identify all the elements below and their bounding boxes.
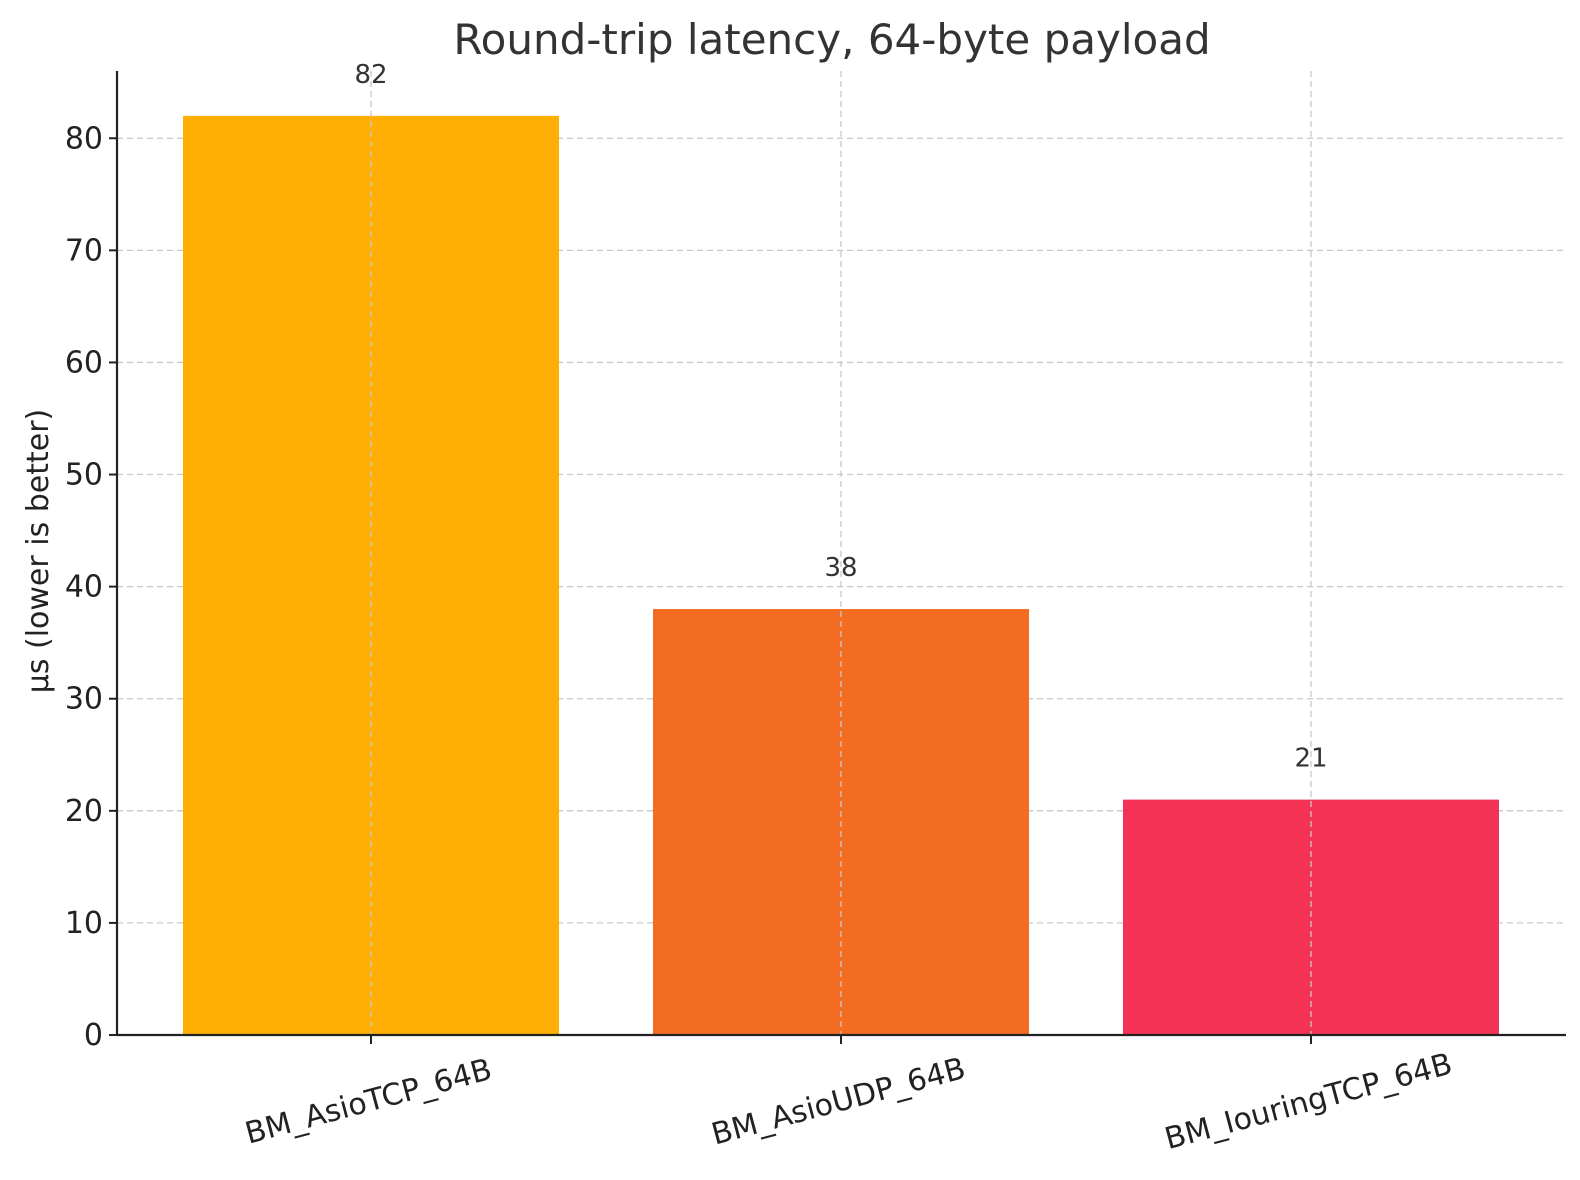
y-tick-label: 30 bbox=[65, 682, 103, 717]
y-axis-label: µs (lower is better) bbox=[21, 409, 56, 694]
y-tick-label: 60 bbox=[65, 345, 103, 380]
y-tick-label: 20 bbox=[65, 794, 103, 829]
y-tick-label: 40 bbox=[65, 570, 103, 605]
vertical-gridlines bbox=[370, 71, 1312, 1035]
x-tick-label: BM_IouringTCP_64B bbox=[1161, 1047, 1456, 1157]
data-label: 38 bbox=[824, 553, 857, 583]
data-labels: 82 38 21 bbox=[354, 60, 1327, 774]
data-label: 21 bbox=[1294, 744, 1327, 774]
y-tick-label: 50 bbox=[65, 458, 103, 493]
y-tick-label: 0 bbox=[84, 1018, 103, 1053]
y-tick-label: 10 bbox=[65, 906, 103, 941]
x-tick-label: BM_AsioTCP_64B bbox=[241, 1052, 495, 1151]
chart-title: Round-trip latency, 64-byte payload bbox=[453, 15, 1210, 64]
y-ticks: 0 10 20 30 40 50 60 70 80 bbox=[65, 121, 117, 1053]
y-tick-label: 80 bbox=[65, 121, 103, 156]
x-ticks: BM_AsioTCP_64B BM_AsioUDP_64B BM_IouringTC… bbox=[241, 1035, 1456, 1157]
x-tick-label: BM_AsioUDP_64B bbox=[708, 1051, 969, 1152]
y-tick-label: 70 bbox=[65, 233, 103, 268]
data-label: 82 bbox=[354, 60, 387, 90]
